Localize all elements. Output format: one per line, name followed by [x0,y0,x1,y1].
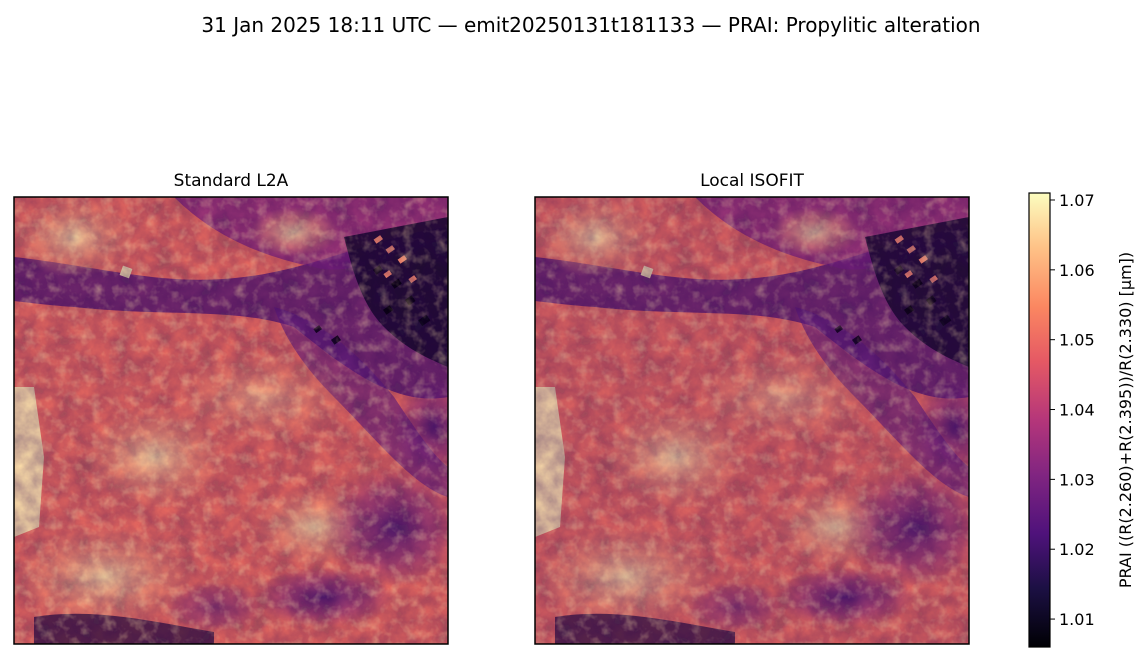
panel-title: Standard L2A [174,171,289,191]
colorbar-tick-label: 1.02 [1059,540,1095,559]
heatmap-image [535,197,969,644]
figure-suptitle: 31 Jan 2025 18:11 UTC — emit20250131t181… [201,13,980,37]
colorbar-tick-label: 1.06 [1059,261,1095,280]
colorbar-label: PRAI ((R(2.260)+R(2.395))/R(2.330) [µm]) [1116,252,1135,588]
colorbar-tick-label: 1.01 [1059,610,1095,629]
colorbar-tick-label: 1.03 [1059,470,1095,489]
colorbar-gradient [1028,192,1051,648]
panel-title: Local ISOFIT [700,171,804,191]
panel-standard-l2a: Standard L2A [13,171,474,645]
colorbar-tick-label: 1.04 [1059,401,1095,420]
heatmap-image [14,197,474,644]
colorbar-tick-label: 1.05 [1059,331,1095,350]
colorbar: 1.01 1.02 1.03 1.04 1.05 1.06 1.07 PRAI ((R(2.… [1028,191,1135,648]
axes-frame [13,196,449,645]
panel-local-isofit: Local ISOFIT [534,171,970,645]
colorbar-tick-label: 1.07 [1059,191,1095,210]
axes-frame [534,196,970,645]
